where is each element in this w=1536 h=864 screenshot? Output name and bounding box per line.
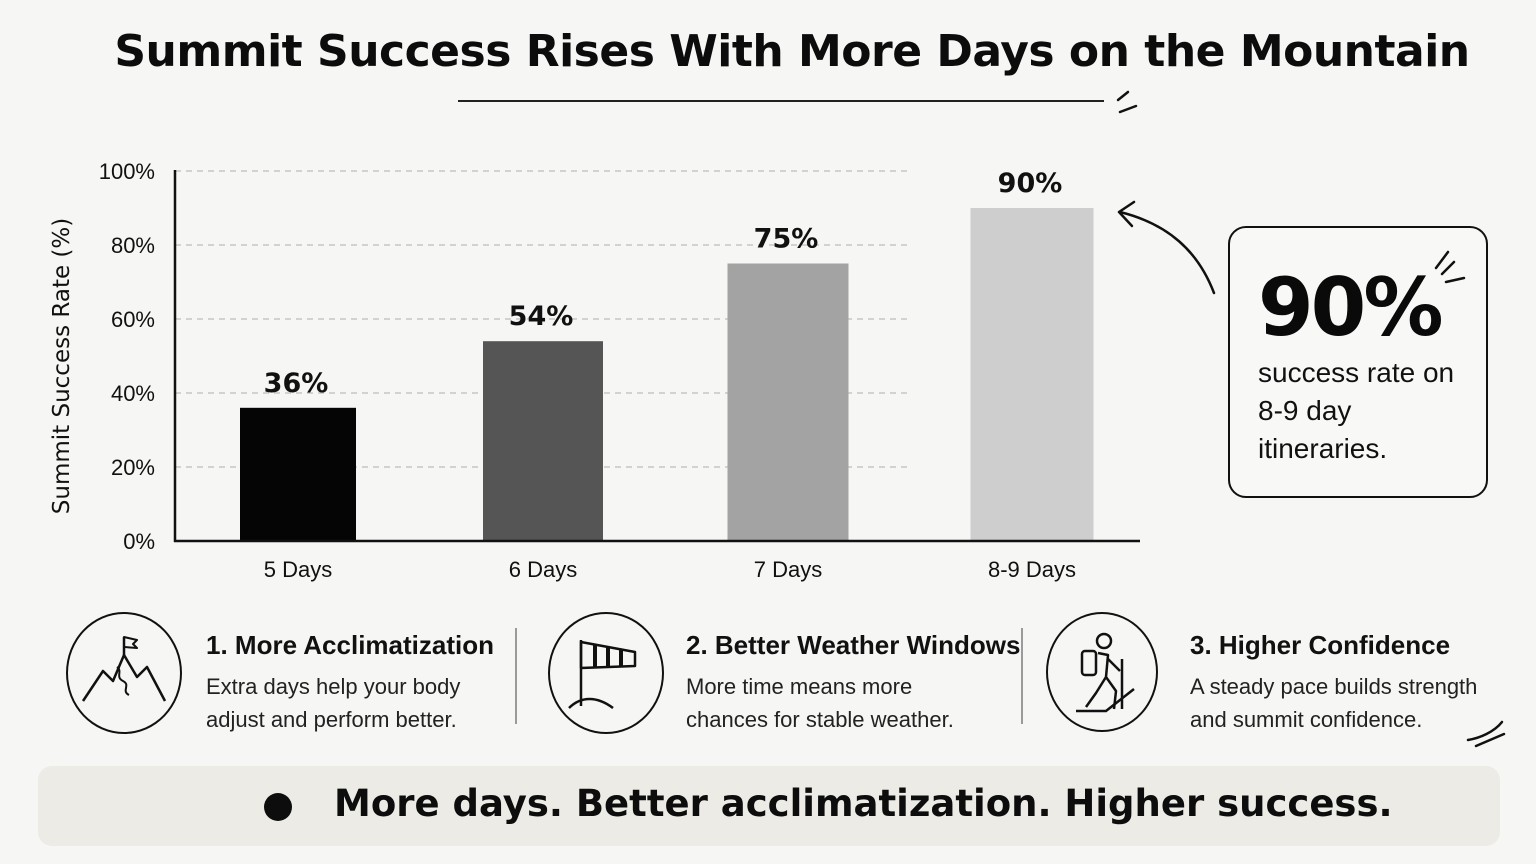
feature-desc-line: adjust and perform better. [206, 707, 457, 732]
feature-desc-line: chances for stable weather. [686, 707, 954, 732]
feature-acclimatization: 1. More Acclimatization Extra days help … [66, 612, 494, 736]
feature-icon-circle [548, 612, 664, 734]
y-tick-label: 40% [111, 381, 155, 406]
feature-confidence: 3. Higher Confidence A steady pace build… [1046, 612, 1486, 736]
data-labels: 36% 54% 75% 90% [264, 168, 1063, 399]
feature-desc-line: More time means more [686, 674, 913, 699]
feature-desc-line: A steady pace builds strength [1190, 674, 1478, 699]
x-tick-label: 5 Days [264, 557, 332, 582]
bar [727, 263, 849, 541]
x-tick-labels: 5 Days 6 Days 7 Days 8-9 Days [264, 557, 1076, 582]
bar [970, 208, 1094, 541]
bar [240, 407, 356, 541]
y-tick-label: 100% [99, 159, 155, 184]
bullet-dot-icon [264, 793, 292, 821]
y-tick-label: 60% [111, 307, 155, 332]
feature-icon-circle [1046, 612, 1158, 732]
mountain-flag-icon [81, 636, 167, 702]
feature-title: 1. More Acclimatization [206, 630, 494, 660]
title-underline [458, 100, 1104, 102]
bar [483, 341, 603, 541]
data-label: 75% [754, 224, 819, 255]
feature-description: More time means more chances for stable … [686, 670, 954, 736]
feature-title: 3. Higher Confidence [1190, 630, 1451, 660]
accent-marks-icon [1116, 90, 1138, 114]
data-label: 90% [998, 168, 1063, 199]
y-tick-labels: 0% 20% 40% 60% 80% 100% [99, 159, 155, 554]
x-tick-label: 6 Days [509, 557, 577, 582]
y-tick-label: 0% [123, 529, 155, 554]
data-label: 36% [264, 368, 329, 399]
chart-title: Summit Success Rises With More Days on t… [114, 26, 1470, 77]
feature-divider [1021, 628, 1023, 724]
accent-marks-icon [1466, 720, 1506, 748]
x-tick-label: 7 Days [754, 557, 822, 582]
callout-text: success rate on 8-9 day itineraries. [1258, 357, 1455, 464]
feature-weather: 2. Better Weather Windows More time mean… [548, 612, 1020, 736]
feature-title: 2. Better Weather Windows [686, 630, 1021, 660]
y-tick-label: 80% [111, 233, 155, 258]
banner-text: More days. Better acclimatization. Highe… [334, 782, 1393, 825]
hiker-icon [1076, 632, 1135, 713]
curved-arrow-icon [1117, 200, 1216, 295]
feature-divider [515, 628, 517, 724]
highlight-callout: 90% success rate on 8-9 day itineraries. [1228, 226, 1488, 498]
x-tick-label: 8-9 Days [988, 557, 1076, 582]
bars [240, 208, 1094, 541]
takeaway-banner: More days. Better acclimatization. Highe… [38, 766, 1500, 846]
windsock-icon [568, 640, 637, 710]
feature-icon-circle [66, 612, 182, 734]
y-axis-label: Summit Success Rate (%) [49, 218, 75, 514]
sparkle-marks-icon [1434, 250, 1466, 284]
feature-description: A steady pace builds strength and summit… [1190, 670, 1477, 736]
data-label: 54% [509, 301, 574, 332]
bar-chart: 0% 20% 40% 60% 80% 100% 5 Days 6 Days 7 Days 8-9… [49, 159, 1140, 582]
feature-desc-line: and summit confidence. [1190, 707, 1423, 732]
callout-value: 90% [1258, 261, 1443, 354]
feature-desc-line: Extra days help your body [206, 674, 461, 699]
feature-description: Extra days help your body adjust and per… [206, 670, 460, 736]
y-tick-label: 20% [111, 455, 155, 480]
